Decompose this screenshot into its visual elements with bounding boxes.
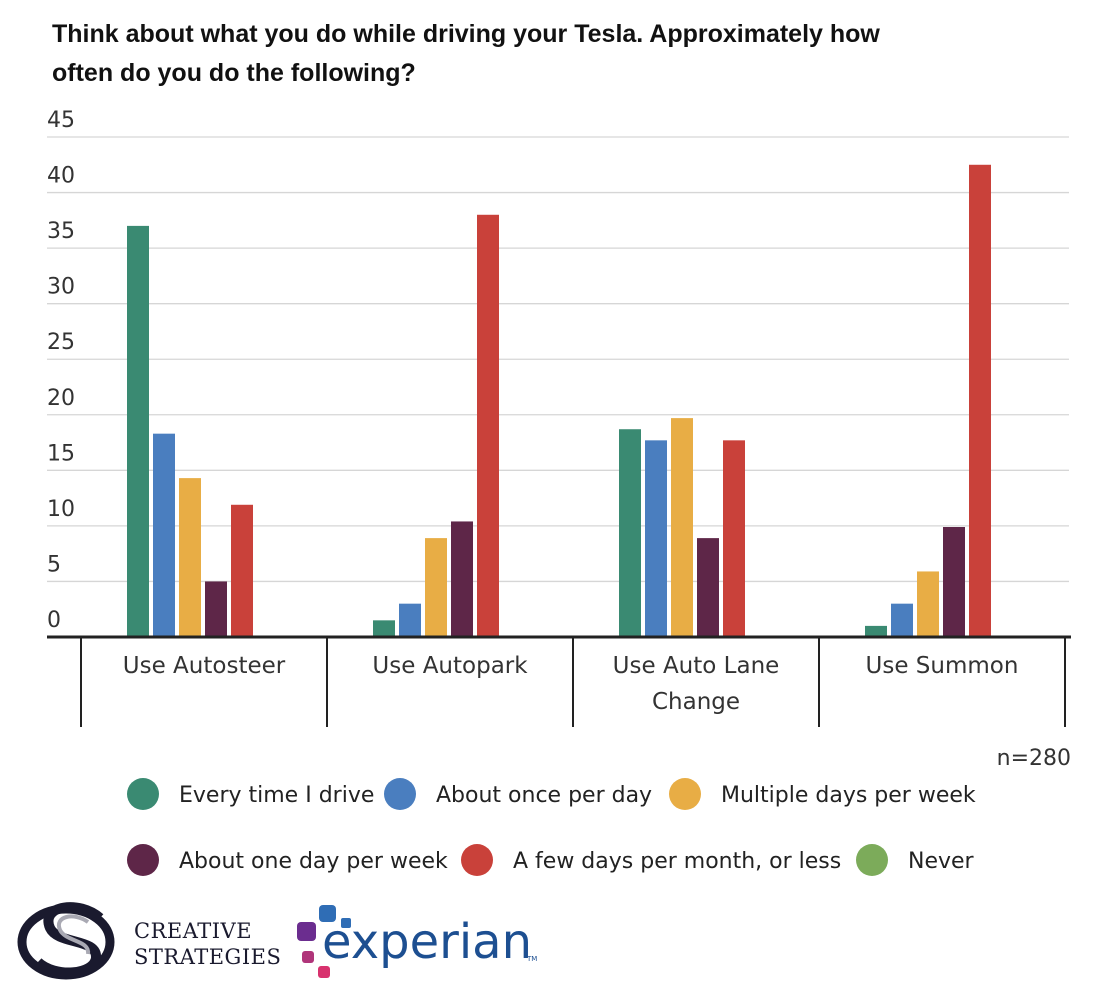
bar (205, 581, 227, 637)
legend-label: Never (908, 849, 975, 874)
category-label: Change (652, 689, 740, 715)
bar (645, 440, 667, 637)
legend-marker (856, 844, 888, 876)
legend-marker (669, 778, 701, 810)
y-axis-ticks: 0 5 10 15 20 25 30 35 40 45 (47, 108, 75, 633)
bar (231, 504, 253, 637)
y-tick-label: 15 (47, 441, 75, 466)
bar (865, 625, 887, 637)
cs-word-1: CREATIVE (134, 919, 252, 943)
bar (153, 433, 175, 637)
experian-tm: TM (526, 955, 537, 963)
bar (697, 538, 719, 637)
bar (179, 478, 201, 637)
creative-strategies-logo: CREATIVE STRATEGIES (17, 902, 281, 980)
bars (127, 164, 991, 637)
y-tick-label: 35 (47, 219, 75, 244)
y-tick-label: 25 (47, 330, 75, 355)
gridlines (47, 136, 1069, 583)
y-tick-label: 0 (47, 608, 61, 633)
category-label: Use Summon (866, 653, 1019, 679)
bar (619, 429, 641, 637)
chart-title-line-2: often do you do the following? (52, 59, 416, 87)
category-label: Use Auto Lane (613, 653, 780, 679)
experian-dots-icon (297, 905, 351, 978)
y-tick-label: 30 (47, 275, 75, 300)
bar (917, 571, 939, 637)
y-tick-label: 5 (47, 552, 61, 577)
chart-title-line-1: Think about what you do while driving yo… (52, 20, 880, 48)
bar (373, 620, 395, 637)
y-tick-label: 40 (47, 164, 75, 189)
legend-marker (461, 844, 493, 876)
bar (671, 418, 693, 637)
experian-wordmark: experian (322, 914, 532, 970)
cs-monogram-icon (17, 902, 115, 980)
legend-marker (127, 778, 159, 810)
experian-logo: experian TM (297, 905, 537, 978)
category-label: Use Autosteer (123, 653, 286, 679)
legend-label: Every time I drive (179, 783, 374, 808)
legend-marker (384, 778, 416, 810)
y-tick-label: 10 (47, 497, 75, 522)
cs-word-2: STRATEGIES (134, 945, 281, 969)
x-axis-categories: Use Autosteer Use Autopark Use Auto Lane Ch… (80, 637, 1066, 727)
y-tick-label: 45 (47, 108, 75, 133)
bar (969, 164, 991, 637)
legend-label: A few days per month, or less (513, 849, 841, 874)
legend-label: About once per day (436, 783, 652, 808)
bar (399, 603, 421, 637)
bar (451, 521, 473, 637)
y-tick-label: 20 (47, 386, 75, 411)
bar (723, 440, 745, 637)
bar (425, 538, 447, 637)
legend-label: Multiple days per week (721, 783, 976, 808)
legend-marker (127, 844, 159, 876)
sample-size-note: n=280 (997, 746, 1071, 771)
bar (943, 527, 965, 637)
legend-label: About one day per week (179, 849, 448, 874)
legend: Every time I drive About once per day Mult… (127, 778, 976, 876)
bar (891, 603, 913, 637)
category-label: Use Autopark (372, 653, 528, 679)
bar (477, 214, 499, 637)
bar (127, 225, 149, 637)
